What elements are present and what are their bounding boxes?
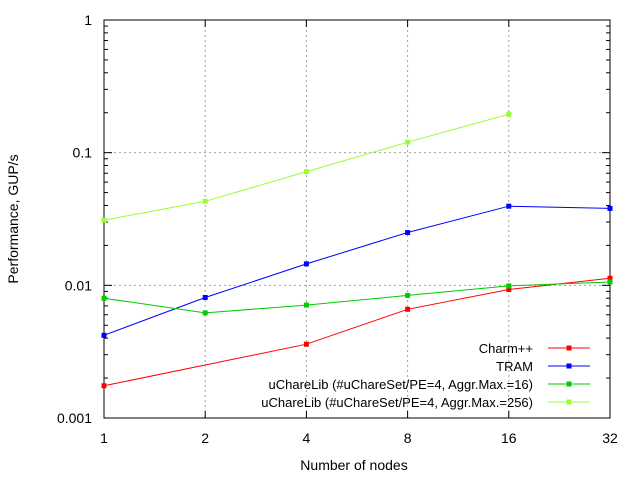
series-line — [103, 205, 611, 336]
legend-swatch-marker — [566, 363, 572, 369]
data-point — [202, 198, 208, 204]
legend-label: TRAM — [496, 359, 533, 374]
legend-swatch-marker — [566, 399, 572, 405]
data-point — [303, 302, 309, 308]
data-point — [202, 310, 208, 316]
axis-ticks: 1 2 4 8 16 32 0.001 0.01 0.1 1 — [57, 12, 618, 446]
legend: Charm++ TRAM uChareLib (#uChareSet/PE=4, A… — [261, 341, 590, 410]
legend-label: uChareLib (#uChareSet/PE=4, Aggr.Max.=25… — [261, 395, 533, 410]
data-point — [607, 275, 613, 281]
x-tick-label: 1 — [100, 430, 108, 446]
grid-lines — [104, 20, 610, 418]
legend-label: uChareLib (#uChareSet/PE=4, Aggr.Max.=16… — [269, 377, 534, 392]
data-point — [303, 261, 309, 267]
plot-frame — [103, 19, 611, 419]
series-1 — [101, 275, 613, 389]
x-tick-label: 32 — [602, 430, 618, 446]
data-point — [506, 283, 512, 289]
y-tick-label: 0.001 — [57, 410, 92, 426]
data-point — [405, 139, 411, 145]
legend-label: Charm++ — [479, 341, 533, 356]
data-point — [202, 294, 208, 300]
y-tick-label: 1 — [84, 12, 92, 28]
x-axis-label: Number of nodes — [300, 457, 407, 473]
series-3 — [101, 279, 613, 316]
series-line — [103, 277, 611, 387]
legend-swatch-marker — [566, 381, 572, 387]
x-tick-label: 16 — [501, 430, 517, 446]
legend-swatch-marker — [566, 345, 572, 351]
y-tick-label: 0.01 — [65, 277, 92, 293]
series-layer — [101, 111, 613, 389]
data-point — [506, 287, 512, 293]
data-point — [101, 295, 107, 301]
data-point — [405, 306, 411, 312]
data-point — [303, 341, 309, 347]
series-2 — [101, 203, 613, 338]
data-point — [506, 111, 512, 117]
data-point — [101, 217, 107, 223]
y-axis-label: Performance, GUP/s — [5, 154, 21, 283]
data-point — [607, 205, 613, 211]
series-line — [103, 281, 611, 314]
y-tick-label: 0.1 — [73, 145, 93, 161]
data-point — [405, 230, 411, 236]
data-point — [405, 292, 411, 298]
data-point — [101, 383, 107, 389]
data-point — [101, 332, 107, 338]
series-4 — [101, 111, 512, 223]
x-tick-label: 2 — [201, 430, 209, 446]
data-point — [607, 279, 613, 285]
data-point — [506, 203, 512, 209]
x-tick-label: 8 — [404, 430, 412, 446]
data-point — [303, 169, 309, 175]
x-tick-label: 4 — [303, 430, 311, 446]
